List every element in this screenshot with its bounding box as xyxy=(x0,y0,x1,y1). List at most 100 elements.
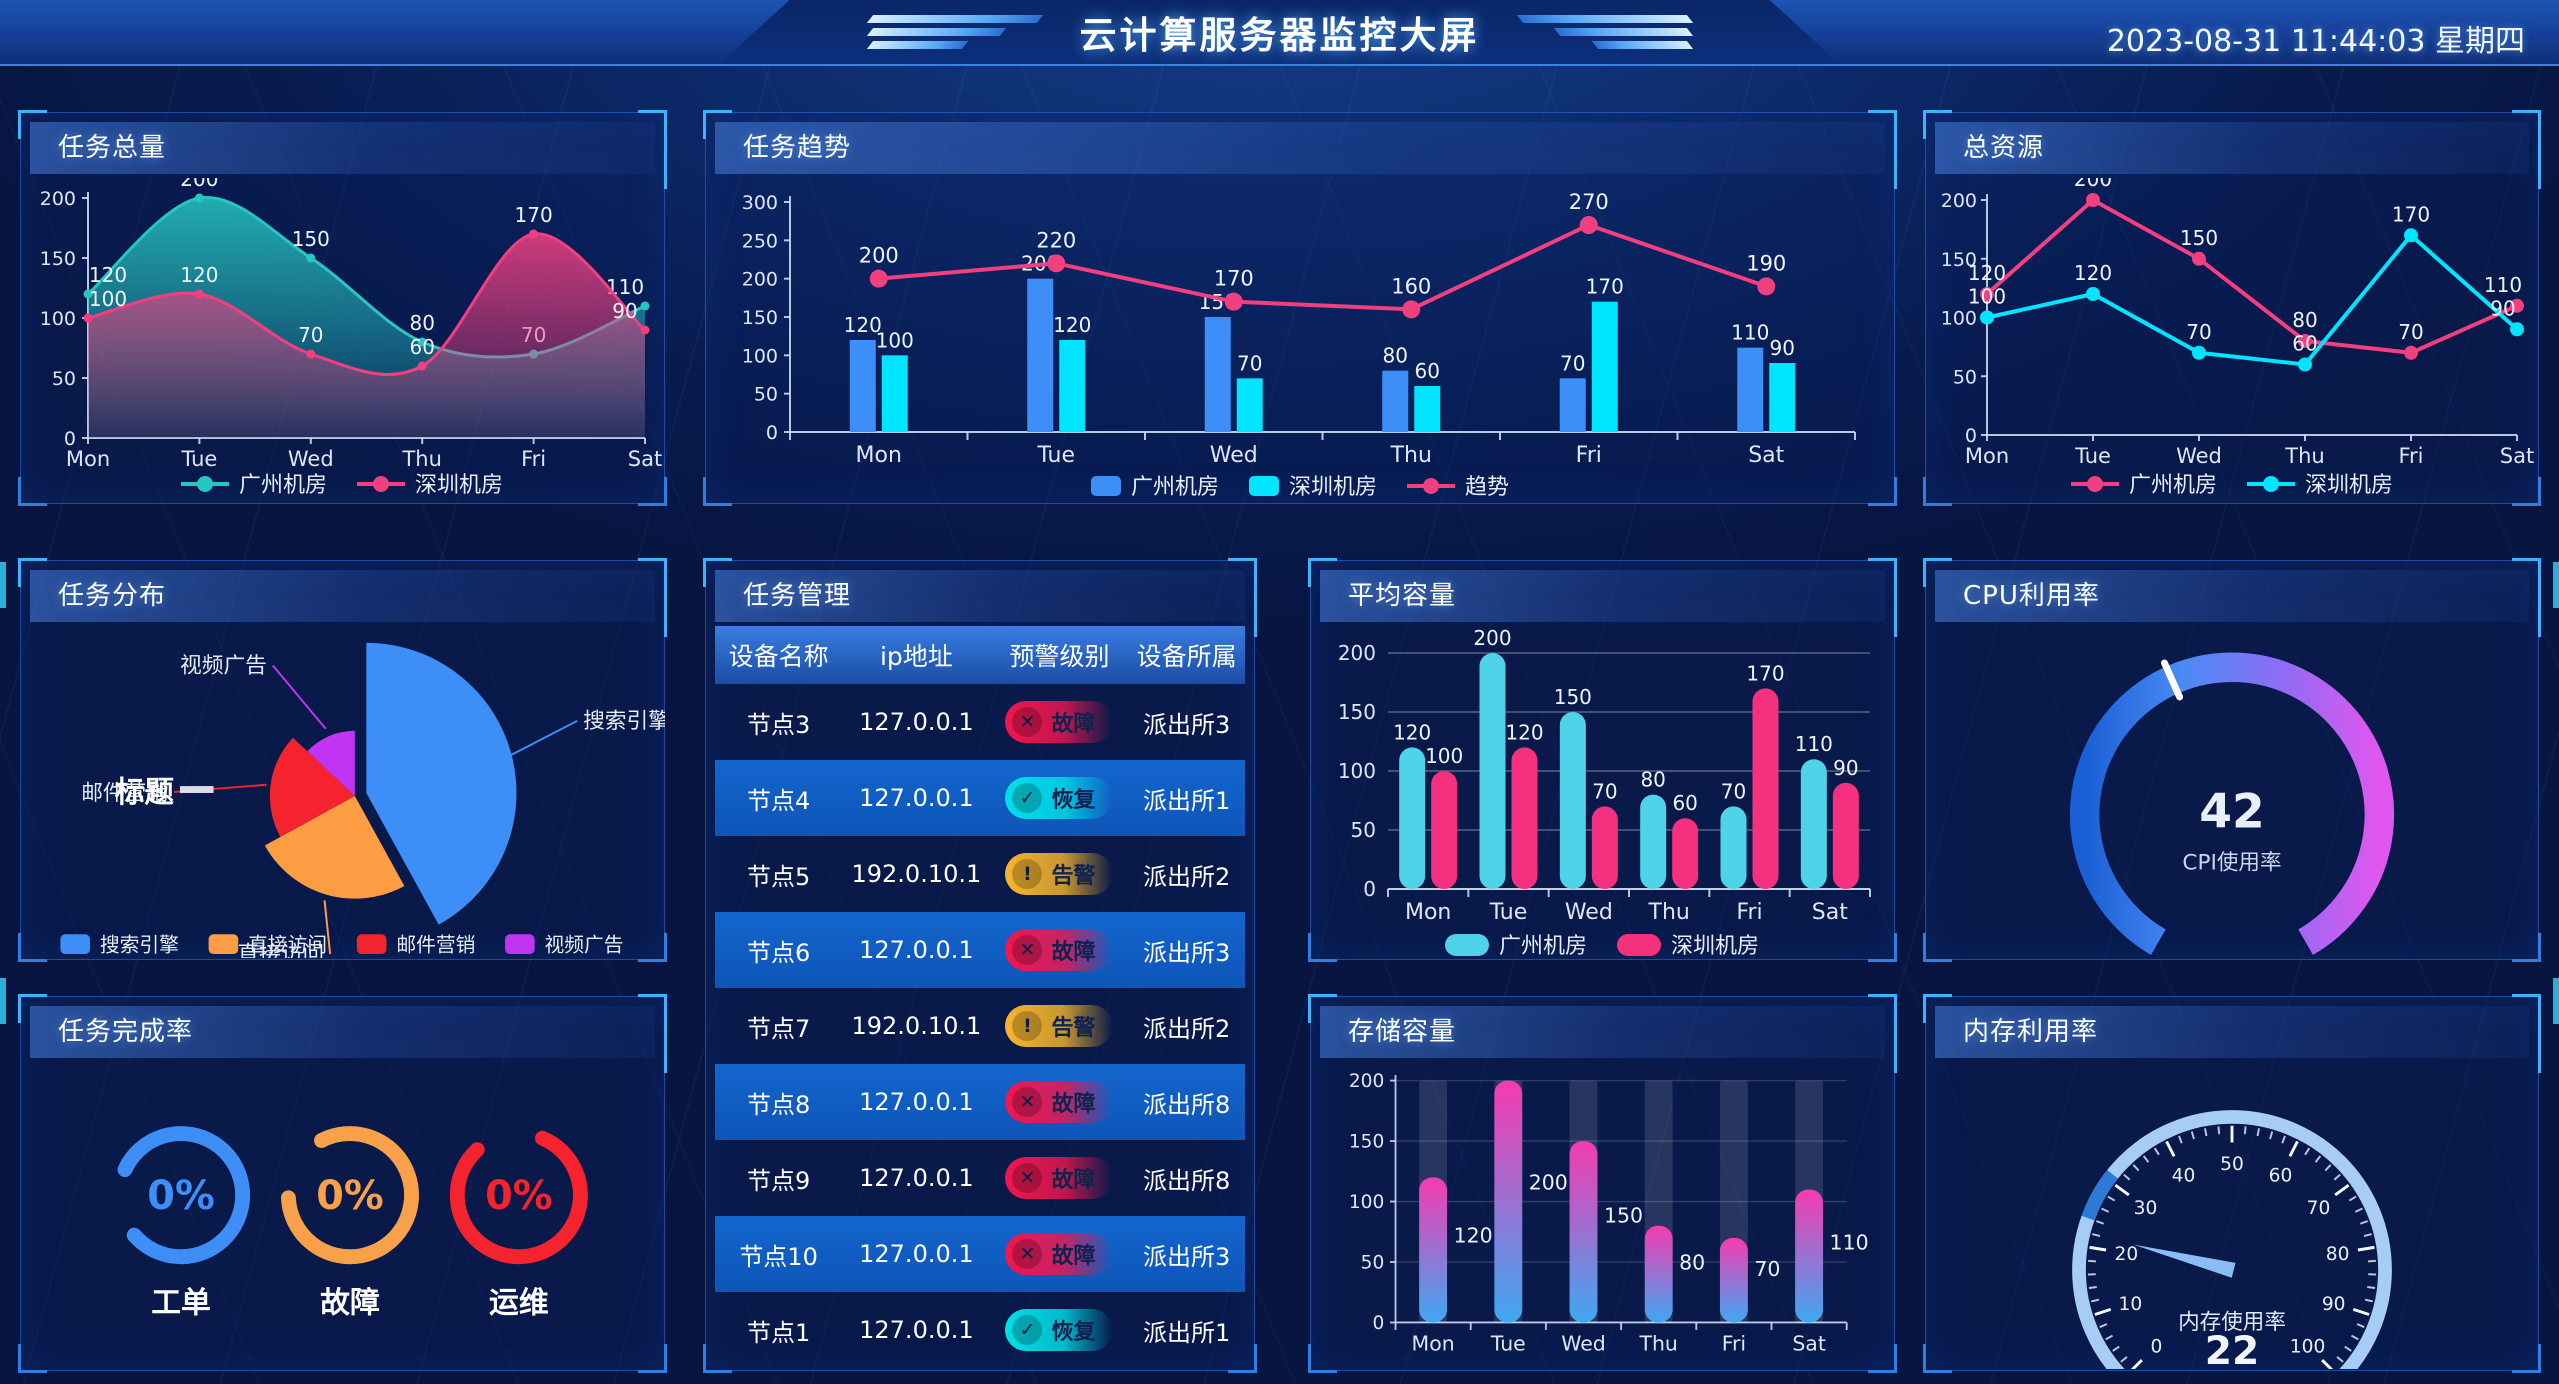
org-cell: 派出所1 xyxy=(1143,1318,1231,1347)
ip-cell: 192.0.10.1 xyxy=(851,1012,982,1040)
header-bar: 云计算服务器监控大屏 2023-08-31 11:44:03 星期四 xyxy=(0,0,2559,66)
svg-text:Sat: Sat xyxy=(1792,1331,1826,1355)
svg-text:0: 0 xyxy=(64,428,76,450)
device-name-cell: 节点1 xyxy=(746,1318,811,1347)
svg-text:Wed: Wed xyxy=(1210,443,1258,468)
svg-text:70: 70 xyxy=(2307,1198,2331,1219)
panel-task-management: 任务管理 设备名称 ip地址 预警级别 设备所属 节点3 127.0.0.1 ✕ 故障 派出所3… xyxy=(703,558,1257,1373)
warning-icon: ! xyxy=(1012,1011,1043,1041)
svg-text:170: 170 xyxy=(2392,202,2430,226)
svg-text:Tue: Tue xyxy=(2074,444,2111,468)
status-cell: ✓ 恢复 xyxy=(991,1309,1129,1351)
svg-text:150: 150 xyxy=(2180,226,2218,250)
status-label: 恢复 xyxy=(1051,788,1096,813)
svg-text:80: 80 xyxy=(1383,344,1408,368)
svg-text:40: 40 xyxy=(2172,1166,2196,1187)
svg-text:110: 110 xyxy=(2484,273,2522,297)
svg-text:50: 50 xyxy=(754,384,778,406)
svg-text:100: 100 xyxy=(89,287,127,311)
svg-text:60: 60 xyxy=(409,335,434,359)
svg-text:80: 80 xyxy=(409,311,434,335)
org-cell: 派出所2 xyxy=(1143,1014,1231,1043)
svg-text:200: 200 xyxy=(1338,641,1376,665)
svg-text:Wed: Wed xyxy=(2176,444,2222,468)
status-label: 故障 xyxy=(1051,1168,1096,1193)
ip-cell: 192.0.10.1 xyxy=(851,860,982,888)
svg-text:170: 170 xyxy=(1586,275,1624,299)
svg-text:70: 70 xyxy=(1721,779,1746,803)
table-row: 节点3 127.0.0.1 ✕ 故障 派出所3 xyxy=(715,684,1245,760)
table-row: 节点8 127.0.0.1 ✕ 故障 派出所8 xyxy=(715,1064,1245,1140)
svg-text:Wed: Wed xyxy=(1561,1331,1606,1355)
svg-text:170: 170 xyxy=(1214,267,1254,291)
panel-cpu-usage: CPU利用率 42 CPI使用率 xyxy=(1923,558,2541,962)
svg-text:70: 70 xyxy=(1237,351,1262,375)
svg-text:深圳机房: 深圳机房 xyxy=(1671,934,1759,958)
svg-text:广州机房: 广州机房 xyxy=(1499,934,1587,958)
svg-text:Tue: Tue xyxy=(1489,900,1528,925)
error-icon: ✕ xyxy=(1012,1239,1043,1269)
svg-text:80: 80 xyxy=(2292,308,2317,332)
svg-text:Sat: Sat xyxy=(1748,443,1784,468)
svg-text:10: 10 xyxy=(2118,1294,2142,1315)
svg-text:内存使用率: 内存使用率 xyxy=(2178,1310,2286,1335)
column-header: ip地址 xyxy=(879,642,953,671)
svg-text:Fri: Fri xyxy=(521,447,546,471)
svg-text:70: 70 xyxy=(1754,1257,1780,1281)
svg-text:Thu: Thu xyxy=(1638,1331,1677,1355)
ip-cell: 127.0.0.1 xyxy=(859,1164,974,1192)
svg-text:Tue: Tue xyxy=(1036,443,1075,468)
svg-text:Mon: Mon xyxy=(856,443,902,468)
edge-accent xyxy=(2553,978,2559,1024)
svg-text:300: 300 xyxy=(742,192,778,214)
table-header-row: 设备名称 ip地址 预警级别 设备所属 xyxy=(715,626,1245,684)
status-badge: ✓ 恢复 xyxy=(1005,1309,1114,1351)
svg-text:150: 150 xyxy=(292,227,330,251)
panel-title: 平均容量 xyxy=(1320,570,1885,622)
panel-storage: 存储容量 0 50 100 150 200 120 Mon 200 Tue 150 Wed 80 Thu… xyxy=(1308,994,1897,1373)
svg-text:广州机房: 广州机房 xyxy=(2129,473,2217,498)
svg-text:100: 100 xyxy=(1941,308,1977,330)
svg-text:150: 150 xyxy=(1604,1204,1643,1228)
svg-text:Thu: Thu xyxy=(401,447,441,471)
status-badge: ✕ 故障 xyxy=(1005,1157,1114,1199)
svg-text:广州机房: 广州机房 xyxy=(1131,475,1219,500)
header-stripes-left-icon xyxy=(870,15,1040,49)
check-icon: ✓ xyxy=(1012,1315,1043,1345)
svg-text:22: 22 xyxy=(2205,1329,2260,1369)
svg-text:Wed: Wed xyxy=(288,447,334,471)
svg-text:深圳机房: 深圳机房 xyxy=(415,473,503,498)
svg-text:120: 120 xyxy=(180,263,218,287)
status-label: 告警 xyxy=(1051,1016,1096,1041)
svg-text:运维: 运维 xyxy=(489,1285,549,1320)
svg-text:90: 90 xyxy=(1833,756,1858,780)
storage-chart: 0 50 100 150 200 120 Mon 200 Tue 150 Wed 80 Thu 70 Fri… xyxy=(1310,1062,1895,1369)
svg-text:深圳机房: 深圳机房 xyxy=(2305,473,2393,498)
svg-text:0%: 0% xyxy=(485,1173,552,1219)
svg-text:100: 100 xyxy=(2290,1336,2326,1357)
svg-text:Thu: Thu xyxy=(1390,443,1432,468)
svg-text:200: 200 xyxy=(742,269,778,291)
svg-text:50: 50 xyxy=(2220,1154,2244,1175)
svg-text:60: 60 xyxy=(2292,332,2317,356)
chart-svg: 0501001502001202001508070110100120706017… xyxy=(40,178,662,498)
status-cell: ✕ 故障 xyxy=(991,701,1129,743)
status-badge: ✕ 故障 xyxy=(1005,1081,1114,1123)
svg-text:趋势: 趋势 xyxy=(1465,475,1509,500)
svg-text:邮件营销: 邮件营销 xyxy=(396,933,475,956)
svg-text:20: 20 xyxy=(2115,1244,2139,1265)
svg-text:60: 60 xyxy=(2269,1166,2293,1187)
svg-text:工单: 工单 xyxy=(151,1285,211,1320)
svg-text:90: 90 xyxy=(1770,336,1795,360)
title-banner: 云计算服务器监控大屏 xyxy=(720,0,1840,64)
svg-text:42: 42 xyxy=(2199,784,2265,839)
svg-text:150: 150 xyxy=(1338,700,1376,724)
svg-text:200: 200 xyxy=(180,178,218,191)
svg-text:Fri: Fri xyxy=(2398,444,2423,468)
svg-text:直接访问: 直接访问 xyxy=(237,942,324,958)
svg-text:110: 110 xyxy=(1795,732,1833,756)
device-table: 设备名称 ip地址 预警级别 设备所属 节点3 127.0.0.1 ✕ 故障 派出所3 节点4 12… xyxy=(705,626,1255,1371)
svg-text:170: 170 xyxy=(1746,661,1784,685)
